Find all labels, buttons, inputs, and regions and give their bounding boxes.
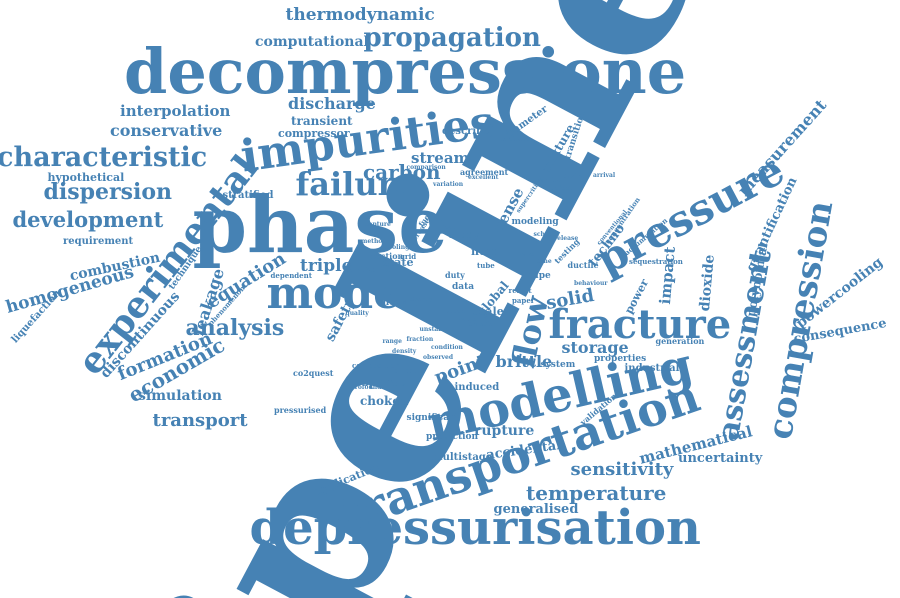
word-generation: generation xyxy=(655,336,705,346)
word-dioxide: dioxide xyxy=(696,254,718,312)
word-schema: schema xyxy=(533,231,559,238)
word-significant: significant xyxy=(406,412,460,423)
word-requirement: requirement xyxy=(63,236,134,247)
word-fraction: fraction xyxy=(406,336,434,343)
word-phase: phase xyxy=(192,180,448,271)
word-computational: computational xyxy=(255,34,369,50)
word-sparse: sparse xyxy=(362,375,406,389)
word-pressurised: pressurised xyxy=(274,405,327,415)
word-sensitivity: sensitivity xyxy=(570,459,674,480)
word-typical: typical xyxy=(563,173,587,180)
word-propagation: propagation xyxy=(363,23,541,53)
word-energy: energy xyxy=(409,296,433,303)
word-development: development xyxy=(12,206,164,232)
word-modeling: modeling xyxy=(511,216,559,227)
word-pipe: pipe xyxy=(529,270,551,281)
word-conservative: conservative xyxy=(110,121,223,140)
word-co2quest: co2quest xyxy=(293,368,334,378)
word-cooling: cooling xyxy=(384,244,410,251)
word-agreement: agreement xyxy=(460,167,509,177)
word-section: section xyxy=(371,251,404,261)
word-effect: effect xyxy=(394,365,417,375)
word-pertinent: pertinent xyxy=(498,136,530,143)
word-waste: waste xyxy=(457,316,477,323)
word-model: model xyxy=(266,268,418,319)
word-temperature: temperature xyxy=(526,481,667,505)
word-transient: transient xyxy=(291,114,353,128)
word-shock: shock xyxy=(377,297,407,308)
word-properties: properties xyxy=(594,353,647,364)
word-failure: failure xyxy=(295,165,415,203)
word-method: method xyxy=(361,238,387,245)
word-hazard: hazard xyxy=(347,261,393,275)
word-stratified: stratified xyxy=(222,190,274,201)
word-arrival: arrival xyxy=(593,172,616,179)
word-scale: scale xyxy=(472,304,504,318)
word-data: data xyxy=(452,281,475,292)
word-condition: condition xyxy=(431,344,463,351)
word-sequestration: sequestration xyxy=(629,256,683,266)
word-dependent: dependent xyxy=(270,270,312,280)
word-impact: impact xyxy=(655,245,679,305)
word-storage: storage xyxy=(561,338,629,357)
word-simulation: simulation xyxy=(138,388,222,404)
word-observed: observed xyxy=(423,354,454,361)
word-profound: profound xyxy=(350,384,382,391)
word-industrial: industrial xyxy=(624,363,680,374)
word-induced: induced xyxy=(454,382,500,393)
word-heat: heat xyxy=(440,224,456,231)
word-characteristic: characteristic xyxy=(0,141,208,173)
word-grid: grid xyxy=(400,251,417,261)
word-thermodynamic: thermodynamic xyxy=(285,4,435,25)
word-fracture: fracture xyxy=(548,301,732,348)
word-behaviour: behaviour xyxy=(574,280,608,287)
word-range: range xyxy=(382,338,402,345)
word-stream: stream xyxy=(411,148,470,167)
word-fluid: fluid xyxy=(471,244,499,258)
word-hypothetical: hypothetical xyxy=(47,170,125,184)
word-describe: describe xyxy=(442,126,490,137)
word-discharge: discharge xyxy=(288,94,376,113)
word-dispersion: dispersion xyxy=(43,179,173,205)
word-interpolation: interpolation xyxy=(120,101,231,120)
word-speed: speed xyxy=(445,308,465,315)
word-rupture: rupture xyxy=(474,423,535,439)
word-release: release xyxy=(554,235,579,242)
word-variation: variation xyxy=(433,181,464,188)
word-comparison: comparison xyxy=(406,164,446,171)
word-choked: choked xyxy=(360,394,409,408)
word-triple: triple xyxy=(300,255,353,276)
word-state: state xyxy=(383,255,414,269)
word-wave: wave xyxy=(518,251,535,258)
word-time: time xyxy=(536,258,552,265)
word-analysis: analysis xyxy=(185,315,285,341)
word-paper: paper xyxy=(512,295,535,305)
word-capture: capture xyxy=(365,221,391,228)
word-project: project xyxy=(548,185,572,192)
word-depressurisation: depressurisation xyxy=(249,500,701,556)
word-transport: transport xyxy=(152,410,248,431)
word-result: result xyxy=(508,285,532,295)
word-multistage: multistage xyxy=(432,452,493,463)
word-carbon: carbon xyxy=(363,160,441,184)
word-tube: tube xyxy=(477,260,495,270)
word-system: system xyxy=(540,359,576,370)
word-brittle: brittle xyxy=(495,352,553,371)
word-ductile: ductile xyxy=(567,260,599,270)
word-generalised: generalised xyxy=(493,501,579,517)
word-composition: composition xyxy=(352,360,401,370)
word-compressor: compressor xyxy=(278,126,350,140)
word-excellent: excellent xyxy=(468,174,499,181)
word-duty: duty xyxy=(445,270,465,280)
word-transfer: transfer xyxy=(468,321,496,328)
word-prediction: prediction xyxy=(426,431,479,442)
word-coupling: coupling xyxy=(532,177,562,184)
word-study: study xyxy=(449,230,480,241)
word-decompressione: decompressione xyxy=(124,35,687,108)
word-unstable: unstable xyxy=(419,326,449,333)
word-uncertainty: uncertainty xyxy=(678,450,763,466)
word-density: density xyxy=(392,348,417,355)
word-quality: quality xyxy=(345,310,369,317)
